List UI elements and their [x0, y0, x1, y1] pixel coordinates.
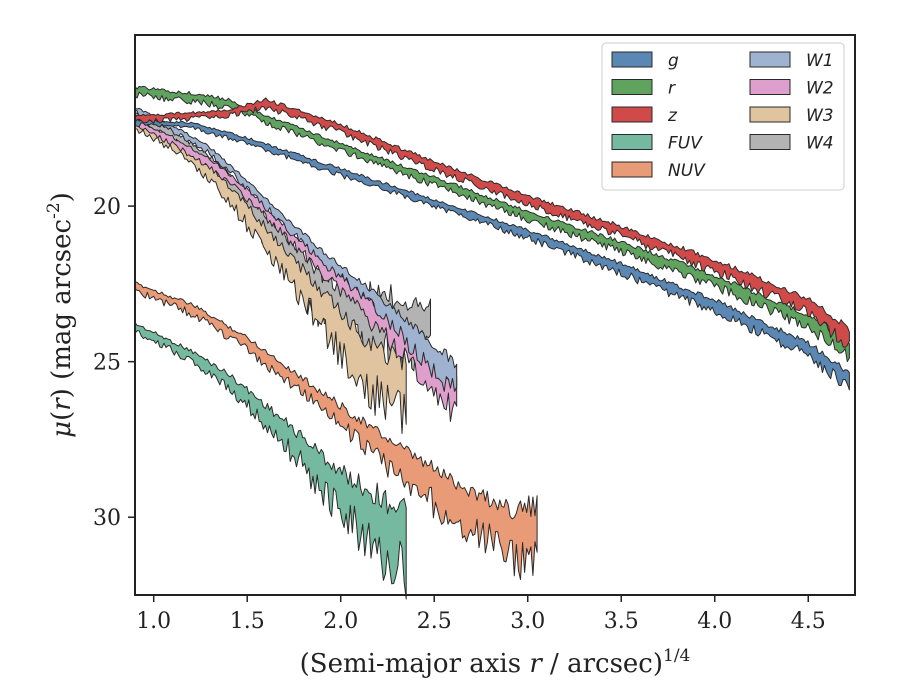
legend-label-fuv: FUV: [668, 134, 703, 154]
legend-swatch-fuv: [611, 134, 653, 150]
y-tick-label: 20: [93, 195, 121, 220]
band-fuv: [134, 321, 407, 600]
x-tick-label: 2.5: [417, 609, 452, 634]
x-tick-label: 3.5: [604, 609, 639, 634]
band-nuv: [134, 281, 538, 580]
legend-swatch-g: [611, 51, 653, 68]
legend-swatch-r: [611, 79, 653, 95]
legend: grz FUV NUV W1 W2 W3 W4: [601, 42, 845, 191]
x-tick-label: 4.5: [791, 609, 826, 634]
x-axis-ticks: 1.0 1.5 2.0 2.5 3.0 3.5 4.0 4.5: [136, 595, 826, 634]
x-tick-label: 4.0: [697, 609, 732, 634]
x-axis-title: (Semi-major axis r / arcsec)1/4: [300, 646, 691, 679]
legend-label-nuv: NUV: [668, 161, 706, 181]
band-z: [134, 97, 850, 348]
band-g: [134, 118, 850, 391]
band-w1: [134, 107, 458, 392]
legend-swatch-z: [611, 106, 653, 123]
band-r: [134, 85, 850, 363]
profile-bands: [134, 85, 850, 600]
legend-swatch-w4: [749, 134, 791, 150]
x-tick-label: 2.0: [323, 609, 358, 634]
x-tick-label: 1.5: [230, 609, 265, 634]
legend-label-w3: W3: [806, 106, 834, 126]
legend-label-w1: W1: [806, 51, 834, 71]
x-tick-label: 1.0: [136, 609, 171, 634]
band-w2: [134, 117, 458, 422]
y-axis-ticks: 20 25 30: [93, 195, 135, 531]
legend-swatch-nuv: [611, 161, 653, 178]
y-axis-title: μ(r) (mag arcsec-2): [44, 192, 77, 438]
y-tick-label: 30: [93, 506, 121, 531]
y-tick-label: 25: [93, 351, 121, 376]
legend-label-g: g: [668, 51, 679, 71]
legend-swatch-w1: [749, 51, 791, 68]
legend-swatch-w2: [749, 79, 791, 95]
band-w3: [134, 119, 407, 434]
legend-label-r: r: [668, 79, 676, 99]
plot-frame: [134, 34, 856, 596]
x-tick-label: 3.0: [510, 609, 545, 634]
legend-label-z: z: [667, 106, 678, 126]
legend-label-w4: W4: [806, 134, 834, 154]
legend-label-w2: W2: [806, 79, 834, 99]
legend-swatch-w3: [749, 106, 791, 123]
